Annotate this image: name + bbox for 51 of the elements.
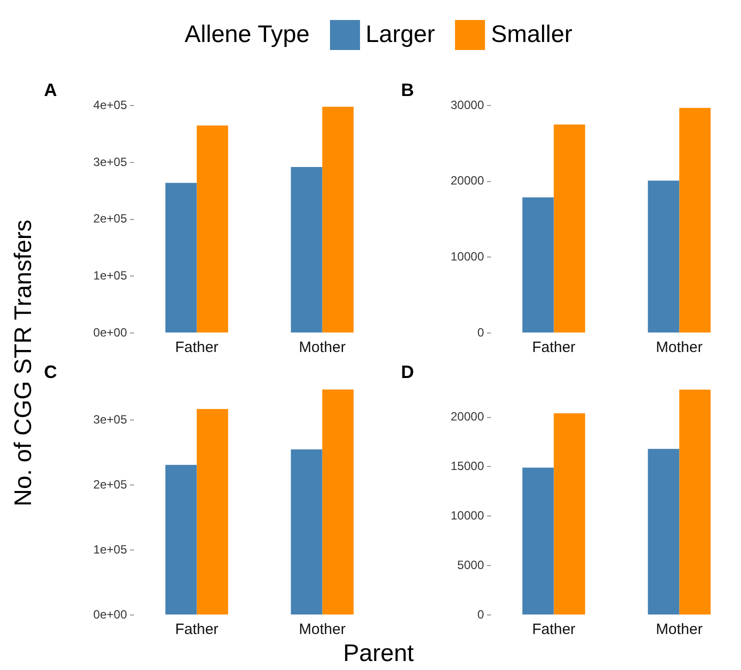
x-tick-label: Mother xyxy=(298,621,346,638)
chart-title: C xyxy=(44,362,57,382)
y-tick-label: 1e+05 xyxy=(93,542,128,556)
bar xyxy=(648,448,680,614)
x-tick-label: Father xyxy=(175,621,218,638)
bar xyxy=(679,108,711,332)
y-tick-label: 10000 xyxy=(450,250,484,264)
y-tick-label: 3e+05 xyxy=(93,154,128,169)
bar xyxy=(554,124,586,332)
y-tick-label: 10000 xyxy=(450,508,484,522)
x-tick-label: Father xyxy=(532,621,576,638)
y-tick-label: 20000 xyxy=(450,174,484,188)
y-tick-label: 30000 xyxy=(450,98,484,112)
y-tick-label: 2e+05 xyxy=(93,212,128,226)
chart-title: B xyxy=(401,80,414,100)
y-tick-label: 3e+05 xyxy=(93,412,128,426)
chart-title: D xyxy=(401,362,414,382)
y-tick-label: 0e+00 xyxy=(93,325,128,340)
y-tick-label: 4e+05 xyxy=(93,98,128,112)
bar xyxy=(648,180,680,332)
legend-label: Smaller xyxy=(491,21,572,49)
x-tick-label: Father xyxy=(175,339,218,356)
x-tick-label: Father xyxy=(532,339,576,356)
bar xyxy=(679,390,711,614)
bar xyxy=(322,390,354,614)
x-tick-label: Mother xyxy=(656,621,703,638)
x-tick-label: Mother xyxy=(656,339,703,356)
bar xyxy=(322,106,354,332)
bar xyxy=(522,468,554,614)
bar xyxy=(290,167,322,332)
bar xyxy=(554,413,586,614)
x-axis-title: Parent xyxy=(342,640,415,668)
bar xyxy=(165,182,197,332)
bar xyxy=(290,449,322,614)
chart-title: A xyxy=(44,80,57,100)
y-tick-label: 0 xyxy=(477,325,484,340)
x-tick-label: Mother xyxy=(298,339,346,356)
y-tick-label: 0e+00 xyxy=(93,607,128,622)
bar xyxy=(165,464,197,614)
y-tick-label: 20000 xyxy=(450,410,484,424)
y-axis-title: No. of CGG STR Transfers xyxy=(10,220,38,506)
legend-title: Allene Type xyxy=(184,21,310,49)
bar xyxy=(522,197,554,332)
y-tick-label: 15000 xyxy=(450,459,484,474)
y-tick-label: 0 xyxy=(477,607,484,622)
bar xyxy=(196,126,228,332)
bar xyxy=(196,409,228,614)
y-tick-label: 1e+05 xyxy=(93,268,128,282)
legend-label: Larger xyxy=(366,21,435,49)
y-tick-label: 2e+05 xyxy=(93,477,128,492)
y-tick-label: 5000 xyxy=(457,558,484,572)
